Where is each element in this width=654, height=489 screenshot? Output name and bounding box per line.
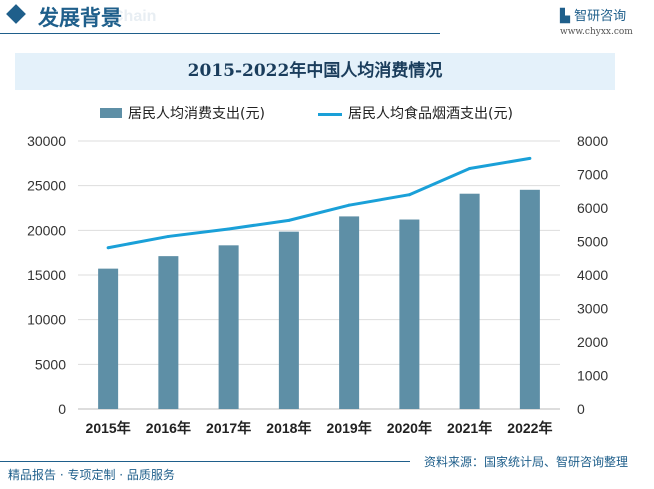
bar bbox=[98, 268, 119, 409]
right-tick-label: 0 bbox=[577, 401, 585, 417]
x-tick-label: 2018年 bbox=[266, 420, 311, 436]
right-tick-label: 6000 bbox=[577, 200, 608, 216]
x-tick-label: 2017年 bbox=[206, 420, 251, 436]
bar bbox=[158, 256, 179, 409]
line-point bbox=[528, 156, 532, 160]
left-tick-label: 5000 bbox=[35, 356, 66, 372]
left-tick-label: 30000 bbox=[27, 133, 66, 149]
left-tick-label: 15000 bbox=[27, 267, 66, 283]
footer-slogan: 精品报告 · 专项定制 · 品质服务 bbox=[8, 468, 175, 482]
header-title: 发展背景 bbox=[38, 6, 122, 30]
right-tick-label: 2000 bbox=[577, 334, 608, 350]
left-tick-label: 20000 bbox=[27, 222, 66, 238]
line-point bbox=[407, 193, 411, 197]
logo-text: 智研咨询 bbox=[574, 9, 627, 24]
right-tick-label: 8000 bbox=[577, 133, 608, 149]
legend-line-label: 居民人均食品烟酒支出(元) bbox=[348, 106, 513, 122]
bar bbox=[278, 231, 299, 409]
left-tick-label: 25000 bbox=[27, 178, 66, 194]
x-tick-label: 2021年 bbox=[447, 420, 492, 436]
x-tick-label: 2015年 bbox=[86, 420, 131, 436]
legend-bar: 居民人均消费支出(元) bbox=[100, 103, 265, 123]
x-tick-label: 2019年 bbox=[327, 420, 372, 436]
logo: ▙ 智研咨询 bbox=[560, 5, 626, 24]
left-tick-label: 10000 bbox=[27, 312, 66, 328]
line-point bbox=[106, 246, 110, 250]
right-tick-label: 7000 bbox=[577, 167, 608, 183]
line-point bbox=[468, 167, 472, 171]
right-tick-label: 1000 bbox=[577, 368, 608, 384]
divider bbox=[0, 33, 440, 34]
bar bbox=[399, 219, 420, 409]
logo-icon: ▙ bbox=[560, 9, 575, 24]
line-point bbox=[227, 227, 231, 231]
bar bbox=[459, 193, 480, 409]
right-tick-label: 5000 bbox=[577, 234, 608, 250]
header-subtitle: Chain bbox=[112, 8, 157, 25]
line-point bbox=[287, 218, 291, 222]
left-tick-label: 0 bbox=[58, 401, 66, 417]
x-tick-label: 2022年 bbox=[507, 420, 552, 436]
title-box bbox=[15, 53, 615, 90]
bar bbox=[339, 216, 360, 409]
line-series bbox=[107, 156, 531, 250]
right-tick-label: 3000 bbox=[577, 301, 608, 317]
footer-divider bbox=[0, 461, 410, 462]
x-tick-label: 2020年 bbox=[387, 420, 432, 436]
chart-title: 2015-2022年中国人均消费情况 bbox=[187, 61, 443, 81]
line-point bbox=[347, 203, 351, 207]
right-tick-label: 4000 bbox=[577, 267, 608, 283]
source: 资料来源：国家统计局、智研咨询整理 bbox=[424, 455, 629, 469]
legend-bar-label: 居民人均消费支出(元) bbox=[128, 106, 265, 122]
url: www.chyxx.com bbox=[560, 27, 633, 37]
line-point bbox=[166, 234, 170, 238]
bar bbox=[519, 189, 540, 409]
bar bbox=[218, 245, 239, 409]
legend-line: 居民人均食品烟酒支出(元) bbox=[318, 103, 513, 123]
x-tick-label: 2016年 bbox=[146, 420, 191, 436]
